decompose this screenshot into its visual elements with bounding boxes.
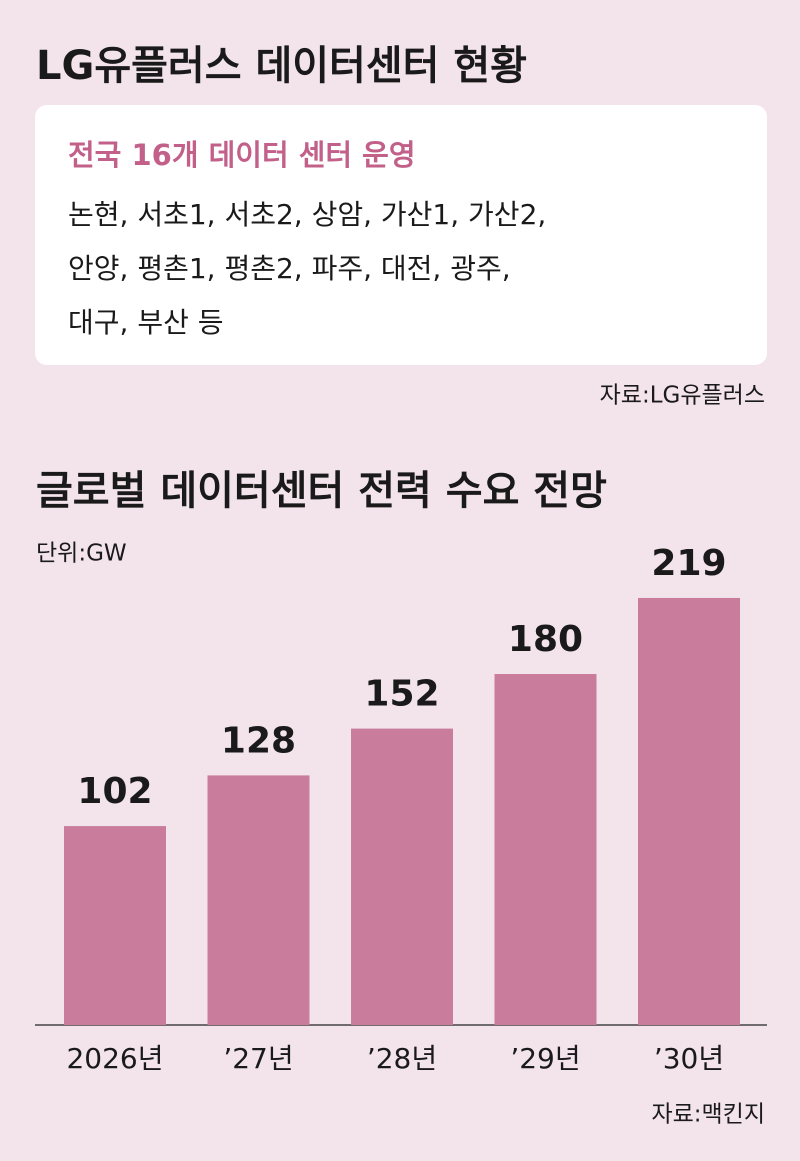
bar (638, 597, 740, 1025)
value-label: 128 (221, 720, 296, 761)
chart-title: 글로벌 데이터센터 전력 수요 전망 (36, 468, 607, 514)
bar (351, 728, 453, 1025)
x-tick-label: ’28년 (367, 1042, 437, 1075)
unit-label: 단위:GW (36, 541, 127, 567)
box-line: 대구, 부산 등 (68, 306, 224, 339)
x-tick-label: ’27년 (223, 1042, 293, 1075)
value-label: 219 (651, 543, 726, 584)
box-line: 논현, 서초1, 서초2, 상암, 가산1, 가산2, (68, 198, 546, 231)
bar (207, 775, 310, 1025)
bar (494, 674, 597, 1025)
x-tick-label: ’30년 (654, 1042, 724, 1075)
box-title: 전국 16개 데이터 센터 운영 (68, 138, 416, 172)
value-label: 102 (77, 771, 152, 812)
x-tick-label: 2026년 (66, 1042, 163, 1075)
box-line: 안양, 평촌1, 평촌2, 파주, 대전, 광주, (68, 252, 511, 285)
chart-source: 자료:맥킨지 (651, 1102, 765, 1128)
value-label: 152 (364, 674, 439, 715)
bar (64, 826, 166, 1025)
x-tick-label: ’29년 (510, 1042, 580, 1075)
value-label: 180 (508, 619, 583, 660)
source: 자료:LG유플러스 (600, 383, 765, 409)
info-box (35, 105, 767, 365)
section-title: LG유플러스 데이터센터 현황 (36, 43, 527, 89)
